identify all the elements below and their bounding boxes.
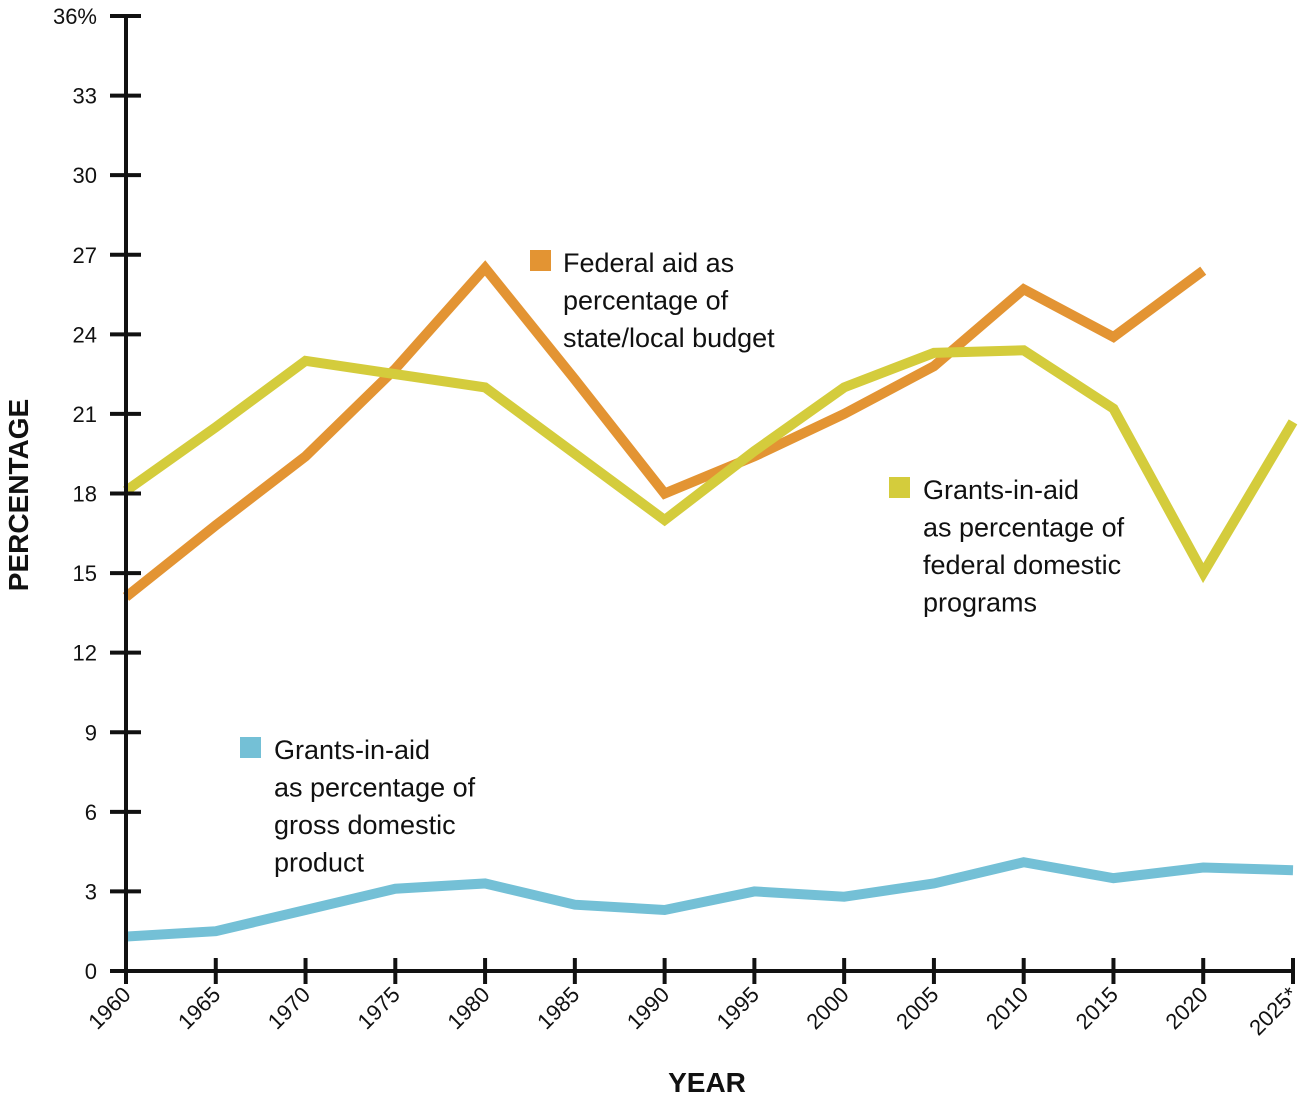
- x-tick-label: 1980: [442, 982, 494, 1034]
- legend-label: state/local budget: [563, 323, 775, 353]
- y-tick-label: 12: [73, 641, 97, 666]
- x-tick-label: 1965: [173, 982, 225, 1034]
- x-tick-label: 2015: [1071, 982, 1123, 1034]
- x-tick-label: 1975: [353, 982, 405, 1034]
- x-tick-label: 2010: [981, 982, 1033, 1034]
- legend-label: federal domestic: [923, 550, 1121, 580]
- series-line-0: [122, 260, 1207, 601]
- y-axis-title: PERCENTAGE: [3, 399, 34, 591]
- series-line-2: [125, 857, 1294, 942]
- y-tick-label: 6: [85, 800, 97, 825]
- x-tick-label: 1990: [622, 982, 674, 1034]
- y-tick-label: 24: [73, 322, 97, 347]
- x-tick-label: 2025*: [1244, 982, 1303, 1041]
- y-tick-label: 30: [73, 163, 97, 188]
- x-tick-label: 2020: [1160, 982, 1212, 1034]
- x-tick-label: 1960: [83, 982, 135, 1034]
- legend-label: product: [274, 848, 365, 878]
- legend-swatch: [240, 737, 261, 758]
- series-line-1: [123, 345, 1298, 584]
- legend-label: Grants-in-aid: [923, 475, 1079, 505]
- legend-label: percentage of: [563, 286, 729, 316]
- x-axis-title: YEAR: [668, 1067, 746, 1098]
- y-tick-label: 18: [73, 482, 97, 507]
- x-tick-label: 2005: [891, 982, 943, 1034]
- y-tick-label: 15: [73, 561, 97, 586]
- y-tick-label: 21: [73, 402, 97, 427]
- legend-swatch: [889, 477, 910, 498]
- y-tick-label: 9: [85, 720, 97, 745]
- y-tick-label: 33: [73, 84, 97, 109]
- y-tick-label: 3: [85, 879, 97, 904]
- y-tick-label: 36%: [53, 4, 97, 29]
- legend-label: as percentage of: [274, 773, 476, 803]
- legend-label: gross domestic: [274, 810, 456, 840]
- x-tick-label: 1995: [712, 982, 764, 1034]
- x-tick-label: 1970: [263, 982, 315, 1034]
- legend-label: Federal aid as: [563, 248, 734, 278]
- legend-swatch: [530, 250, 551, 271]
- x-tick-label: 1985: [532, 982, 584, 1034]
- x-tick-label: 2000: [801, 982, 853, 1034]
- y-tick-label: 27: [73, 243, 97, 268]
- y-tick-label: 0: [85, 959, 97, 984]
- legend-label: programs: [923, 588, 1037, 618]
- legend-label: Grants-in-aid: [274, 735, 430, 765]
- legend-label: as percentage of: [923, 513, 1125, 543]
